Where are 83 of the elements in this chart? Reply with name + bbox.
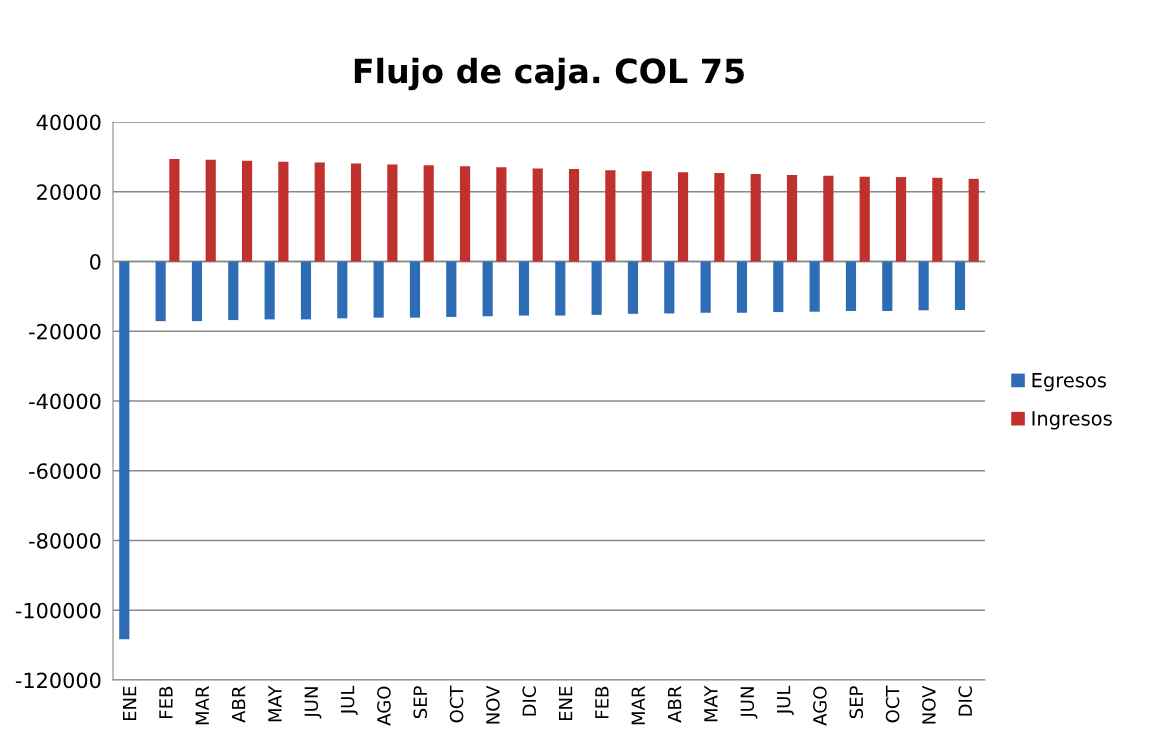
bar bbox=[300, 261, 312, 320]
bar bbox=[714, 172, 725, 262]
bar bbox=[750, 173, 761, 262]
x-tick-label: NOV bbox=[486, 685, 500, 724]
bar bbox=[350, 163, 362, 262]
bar bbox=[278, 161, 289, 262]
x-tick-label: FEB bbox=[159, 686, 173, 718]
bar bbox=[627, 261, 639, 314]
y-tick-label: 20000 bbox=[37, 184, 101, 200]
bar bbox=[641, 171, 652, 262]
bar bbox=[228, 261, 239, 321]
x-tick-label: JUN bbox=[740, 687, 758, 719]
x-tick-label: JUL bbox=[340, 685, 358, 716]
x-tick-label: ABR bbox=[667, 686, 682, 723]
bar bbox=[264, 261, 275, 320]
y-tick-label: 0 bbox=[90, 253, 101, 270]
bar bbox=[169, 158, 180, 262]
bar bbox=[337, 261, 348, 319]
bar bbox=[373, 261, 384, 318]
x-tick-label: SEP bbox=[849, 686, 864, 719]
y-tick-label: -100000 bbox=[15, 602, 101, 619]
legend-label: Ingresos bbox=[1032, 411, 1112, 430]
bar bbox=[823, 175, 834, 262]
bar bbox=[155, 261, 166, 322]
y-tick-label: -80000 bbox=[29, 532, 101, 549]
x-tick-label: MAY bbox=[704, 685, 718, 722]
bar bbox=[409, 261, 421, 318]
x-tick-label: ENE bbox=[122, 686, 137, 721]
y-tick-label: -60000 bbox=[29, 463, 101, 479]
x-tick-label: NOV bbox=[922, 685, 936, 724]
bar bbox=[809, 261, 820, 312]
bar bbox=[845, 261, 857, 312]
bar bbox=[605, 170, 616, 262]
x-tick-label: MAY bbox=[268, 685, 282, 722]
bar bbox=[895, 177, 907, 262]
bar bbox=[423, 165, 434, 262]
bar bbox=[932, 177, 943, 262]
legend-label: Egresos bbox=[1032, 373, 1107, 392]
x-tick-label: MAR bbox=[631, 686, 645, 725]
x-tick-label: OCT bbox=[885, 685, 900, 723]
bar bbox=[446, 261, 457, 317]
bar bbox=[591, 261, 602, 315]
bar bbox=[700, 261, 711, 313]
y-tick-label: -40000 bbox=[29, 393, 101, 410]
bar bbox=[968, 178, 979, 262]
x-tick-label: OCT bbox=[449, 685, 464, 723]
bar bbox=[387, 164, 398, 262]
x-tick-label: AGO bbox=[813, 686, 827, 726]
bar bbox=[191, 261, 203, 322]
bar bbox=[459, 166, 471, 262]
x-tick-label: DIC bbox=[958, 686, 973, 716]
y-tick-label: -120000 bbox=[15, 672, 101, 689]
bar bbox=[882, 261, 893, 312]
bar bbox=[954, 261, 966, 310]
x-tick-label: JUN bbox=[304, 687, 322, 719]
bar bbox=[241, 160, 253, 262]
bar bbox=[664, 261, 675, 314]
x-tick-label: JUL bbox=[776, 685, 794, 716]
bar bbox=[119, 261, 130, 640]
x-tick-label: AGO bbox=[377, 686, 391, 726]
x-tick-label: SEP bbox=[413, 686, 428, 719]
bar bbox=[555, 261, 566, 316]
y-tick-label: 40000 bbox=[36, 114, 101, 131]
y-tick-label: -20000 bbox=[29, 323, 101, 340]
bar bbox=[532, 168, 543, 262]
bar bbox=[314, 162, 325, 262]
bar bbox=[786, 175, 798, 262]
x-tick-label: FEB bbox=[595, 686, 609, 718]
bar bbox=[482, 261, 493, 317]
bar bbox=[736, 261, 748, 313]
bar bbox=[496, 167, 507, 262]
bar bbox=[677, 172, 689, 262]
bar bbox=[518, 261, 530, 316]
x-tick-label: MAR bbox=[195, 686, 209, 725]
bar bbox=[773, 261, 784, 313]
x-tick-label: ABR bbox=[231, 686, 246, 723]
bar bbox=[568, 169, 580, 262]
chart-title: Flujo de caja. COL 75 bbox=[354, 57, 744, 91]
bar bbox=[205, 159, 216, 262]
x-tick-label: DIC bbox=[522, 686, 537, 716]
x-tick-label: ENE bbox=[558, 686, 573, 721]
bar bbox=[859, 176, 870, 262]
bar bbox=[918, 261, 929, 311]
